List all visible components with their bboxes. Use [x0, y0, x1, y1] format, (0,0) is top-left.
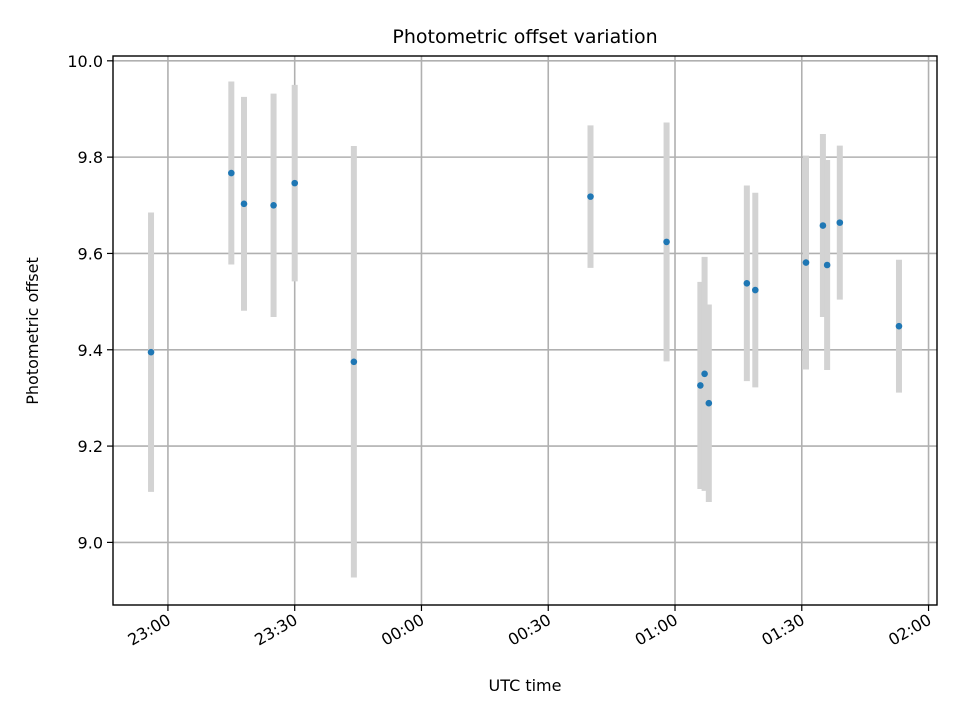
data-point	[663, 238, 670, 246]
data-point	[895, 322, 903, 330]
data-point	[802, 259, 810, 266]
data-point	[701, 370, 708, 378]
chart-title: Photometric offset variation	[392, 26, 657, 48]
data-point	[819, 222, 827, 229]
data-point	[751, 286, 759, 294]
data-points	[147, 169, 903, 407]
data-point	[240, 200, 248, 208]
data-point	[270, 201, 277, 209]
data-point	[697, 382, 704, 389]
data-point	[836, 219, 844, 226]
y-tick-label: 9.4	[78, 341, 103, 360]
y-tick-label: 9.0	[78, 533, 103, 552]
data-point	[350, 358, 358, 366]
data-point	[587, 193, 594, 200]
y-tick-label: 9.6	[78, 244, 103, 263]
y-tick-label: 9.2	[78, 437, 103, 456]
grid	[113, 56, 937, 605]
data-point	[147, 348, 155, 356]
plot-frame	[112, 55, 938, 606]
x-axis-title: UTC time	[489, 676, 562, 695]
y-axis-title: Photometric offset	[23, 257, 42, 405]
y-tick-label: 10.0	[67, 52, 103, 71]
data-point	[743, 280, 751, 287]
y-axis-ticks: 9.0 9.2 9.4 9.6 9.8 10.0	[67, 52, 113, 552]
y-tick-label: 9.8	[78, 148, 103, 167]
data-point	[291, 179, 299, 187]
data-point	[705, 399, 713, 407]
data-point	[823, 261, 831, 269]
data-point	[228, 169, 235, 177]
